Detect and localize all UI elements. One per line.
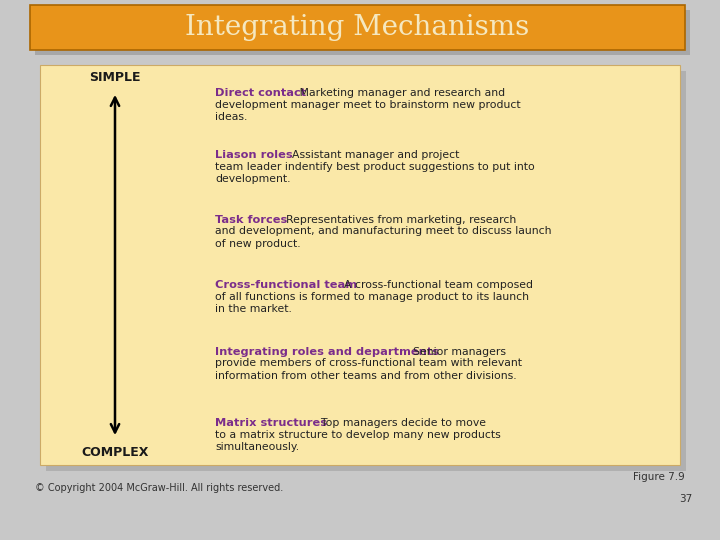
FancyBboxPatch shape [40, 65, 680, 465]
Text: Cross-functional team: Cross-functional team [215, 280, 357, 290]
Text: 37: 37 [679, 494, 692, 504]
Text: COMPLEX: COMPLEX [81, 446, 149, 459]
Text: provide members of cross-functional team with relevant
information from other te: provide members of cross-functional team… [215, 359, 522, 381]
Text: A cross-functional team composed: A cross-functional team composed [337, 280, 533, 290]
Text: Figure 7.9: Figure 7.9 [634, 472, 685, 482]
Text: Task forces: Task forces [215, 215, 287, 225]
Text: Integrating roles and departments: Integrating roles and departments [215, 347, 439, 357]
Text: of all functions is formed to manage product to its launch
in the market.: of all functions is formed to manage pro… [215, 292, 529, 314]
Text: Integrating Mechanisms: Integrating Mechanisms [185, 14, 530, 41]
Text: Direct contact: Direct contact [215, 88, 306, 98]
Text: Top managers decide to move: Top managers decide to move [314, 418, 485, 428]
Text: and development, and manufacturing meet to discuss launch
of new product.: and development, and manufacturing meet … [215, 226, 552, 249]
FancyBboxPatch shape [35, 10, 690, 55]
FancyBboxPatch shape [46, 71, 686, 471]
Text: SIMPLE: SIMPLE [89, 71, 140, 84]
Text: development manager meet to brainstorm new product
ideas.: development manager meet to brainstorm n… [215, 99, 521, 122]
FancyBboxPatch shape [30, 5, 685, 50]
Text: Matrix structures: Matrix structures [215, 418, 327, 428]
Text: to a matrix structure to develop many new products
simultaneously.: to a matrix structure to develop many ne… [215, 429, 500, 452]
Text: Senior managers: Senior managers [406, 347, 506, 357]
Text: Representatives from marketing, research: Representatives from marketing, research [279, 215, 516, 225]
Text: © Copyright 2004 McGraw-Hill. All rights reserved.: © Copyright 2004 McGraw-Hill. All rights… [35, 483, 283, 493]
Text: Assistant manager and project: Assistant manager and project [284, 150, 459, 160]
Text: team leader indentify best product suggestions to put into
development.: team leader indentify best product sugge… [215, 161, 535, 184]
Text: Marketing manager and research and: Marketing manager and research and [296, 88, 505, 98]
Text: Liason roles: Liason roles [215, 150, 292, 160]
